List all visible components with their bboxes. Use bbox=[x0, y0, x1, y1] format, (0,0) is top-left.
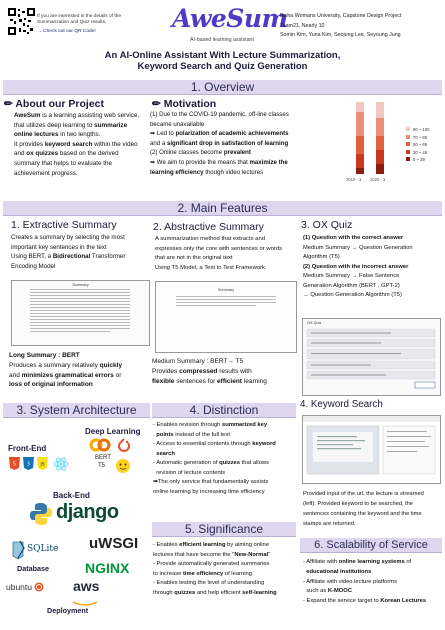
significance-heading: 5. Significance bbox=[184, 522, 264, 536]
screenshot-title: Summary bbox=[217, 288, 235, 292]
deep-learning-label: Deep Learning bbox=[85, 427, 141, 436]
motivation-heading: ✏ Motivation bbox=[152, 98, 217, 110]
system-architecture-heading: 3. System Architecture bbox=[16, 403, 137, 417]
sqlite-logo bbox=[11, 540, 27, 565]
nginx-logo: NGINX bbox=[85, 560, 130, 576]
significance-text: - Enables efficient learning by aiming o… bbox=[153, 542, 277, 596]
colab-logo bbox=[89, 438, 111, 457]
overview-heading: 1. Overview bbox=[190, 80, 255, 94]
logo-subtitle: AI-based learning assistant bbox=[190, 37, 254, 43]
significance-section-bar: 5. Significance bbox=[152, 522, 296, 537]
django-logo: django bbox=[56, 501, 119, 523]
bert-label: BERT bbox=[95, 455, 111, 461]
system-architecture-section-bar: 3. System Architecture bbox=[3, 403, 150, 418]
distinction-heading: 4. Distinction bbox=[189, 403, 259, 417]
qr-note-line: Summarization and Quiz results, bbox=[37, 20, 107, 25]
aws-smile-icon bbox=[72, 594, 98, 612]
main-features-heading: 2. Main Features bbox=[177, 201, 268, 215]
poster-title-line-2: Keyword Search and Quiz Generation bbox=[137, 61, 308, 72]
overview-section-bar: 1. Overview bbox=[3, 80, 442, 95]
chart-legend: 90 ~ 100 70 ~ 89 50 ~ 69 30 ~ 49 0 ~ 29 bbox=[406, 126, 429, 164]
keyword-search-screenshot bbox=[302, 415, 441, 484]
chart-x-label: 2019 - 1 bbox=[346, 177, 362, 182]
legend-entry: 50 ~ 69 bbox=[406, 141, 429, 149]
legend-entry: 0 ~ 29 bbox=[406, 156, 429, 164]
svg-text:5: 5 bbox=[13, 462, 16, 468]
scalability-section-bar: 6. Scalability of Service bbox=[300, 538, 442, 553]
deployment-label: Deployment bbox=[47, 606, 89, 615]
about-text: AweSum is a learning assisting web servi… bbox=[14, 112, 140, 177]
header-university: Ewha Womans University, Capstone Design … bbox=[280, 13, 402, 19]
main-features-section-bar: 2. Main Features bbox=[3, 201, 442, 216]
screenshot-title: OX Quiz bbox=[307, 321, 322, 325]
qr-code[interactable] bbox=[8, 8, 35, 35]
long-summary-screenshot: Summary bbox=[11, 280, 150, 346]
motivation-text: (1) Due to the COVID-19 pandemic, off-li… bbox=[150, 111, 289, 176]
medium-summary-screenshot: Summary bbox=[155, 281, 297, 353]
ubuntu-logo: ubuntu bbox=[6, 582, 44, 592]
extractive-heading: 1. Extractive Summary bbox=[11, 219, 117, 231]
bar-2019-1 bbox=[356, 102, 364, 174]
logo-wordmark: AweSum bbox=[172, 4, 288, 33]
svg-text:JS: JS bbox=[39, 462, 44, 468]
legend-swatch bbox=[406, 134, 410, 139]
python-icon bbox=[29, 502, 53, 531]
react-icon bbox=[53, 456, 69, 477]
legend-entry: 90 ~ 100 bbox=[406, 126, 429, 134]
extractive-text: Creates a summary by selecting the most … bbox=[11, 234, 126, 270]
abstractive-text: A summarization method that extracts and… bbox=[155, 236, 283, 271]
legend-entry: 30 ~ 49 bbox=[406, 149, 429, 157]
poster-title-line-1: An AI-Online Assistant With Lecture Summ… bbox=[104, 50, 341, 61]
legend-swatch bbox=[406, 127, 410, 131]
bar-2020-1 bbox=[376, 102, 384, 174]
header-team: Team21, Nearly 10 bbox=[280, 22, 325, 29]
keyword-search-heading: 4. Keyword Search bbox=[300, 399, 383, 410]
huggingface-icon bbox=[115, 458, 131, 479]
scalability-text: - Affiliate with online learning systems… bbox=[303, 559, 427, 605]
architecture-diagram: Deep Learning Front-End 5 3 JS BERT T5 B… bbox=[3, 420, 150, 625]
uwsgi-logo: uWSGI bbox=[89, 535, 139, 552]
ox-quiz-heading: 3. OX Quiz bbox=[301, 219, 353, 231]
legend-entry: 70 ~ 89 bbox=[406, 134, 429, 142]
abstractive-heading: 2. Abstractive Summary bbox=[153, 221, 264, 233]
keyword-search-text: Provided input of the url, the lecture i… bbox=[303, 491, 424, 527]
qr-note-link[interactable]: → Check out our QR Code! bbox=[37, 29, 96, 34]
scalability-heading: 6. Scalability of Service bbox=[314, 539, 428, 551]
t5-label: T5 bbox=[98, 463, 106, 469]
pytorch-logo bbox=[117, 438, 131, 459]
header-members: Somin Kim, Yuna Kim, Seojung Lee, Seyoun… bbox=[280, 32, 401, 38]
chart-x-label: 2020 - 1 bbox=[370, 177, 386, 182]
aws-logo: aws bbox=[73, 578, 100, 594]
distinction-section-bar: 4. Distinction bbox=[152, 403, 296, 418]
extractive-caption: Long Summary : BERT Produces a summary r… bbox=[9, 352, 123, 389]
frontend-label: Front-End bbox=[8, 444, 47, 453]
ox-quiz-screenshot: OX Quiz bbox=[302, 318, 441, 396]
javascript-icon: JS bbox=[37, 457, 48, 475]
database-label: Database bbox=[17, 564, 49, 573]
legend-swatch bbox=[406, 149, 410, 154]
legend-swatch bbox=[406, 157, 410, 161]
qr-note-line: If you are interested in the details of … bbox=[37, 14, 121, 19]
backend-label: Back-End bbox=[53, 491, 90, 500]
html5-icon: 5 bbox=[9, 457, 20, 475]
screenshot-title: Summary bbox=[72, 283, 89, 287]
ox-quiz-text: (1) Question with the correct answer Med… bbox=[303, 235, 413, 298]
css3-icon: 3 bbox=[23, 457, 34, 475]
legend-swatch bbox=[406, 142, 410, 146]
about-heading: ✏ About our Project bbox=[4, 98, 104, 110]
sqlite-label: SQLite bbox=[27, 544, 59, 554]
achievement-chart: 2019 - 1 2020 - 1 90 ~ 100 70 ~ 89 50 ~ … bbox=[318, 98, 440, 188]
abstractive-caption: Medium Summary : BERT→ T5 Provides compr… bbox=[152, 358, 267, 385]
svg-text:3: 3 bbox=[27, 462, 30, 468]
distinction-text: - Enables revision through summarized ke… bbox=[153, 422, 276, 495]
